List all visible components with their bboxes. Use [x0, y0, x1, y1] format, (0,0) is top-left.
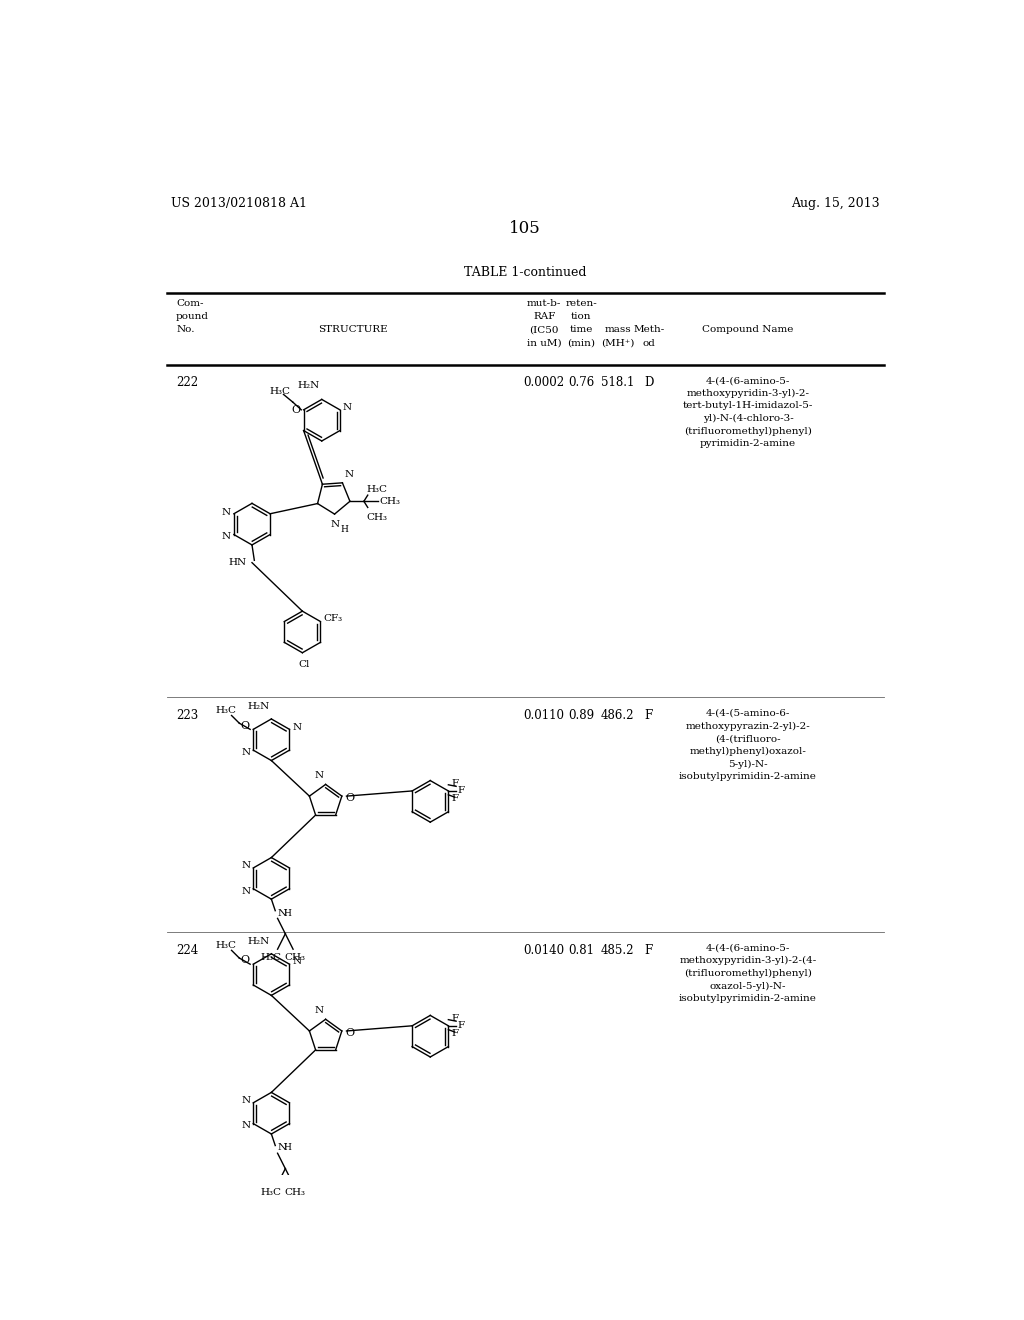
Text: 0.76: 0.76 — [568, 376, 595, 389]
Text: Meth-: Meth- — [633, 326, 665, 334]
Text: O: O — [292, 405, 300, 414]
Text: Com-: Com- — [176, 300, 204, 309]
Text: N: N — [278, 908, 287, 917]
Text: N: N — [314, 1006, 324, 1015]
Text: 222: 222 — [176, 376, 199, 389]
Text: Aug. 15, 2013: Aug. 15, 2013 — [792, 197, 880, 210]
Text: H₃C: H₃C — [261, 1188, 282, 1197]
Text: N: N — [241, 861, 250, 870]
Text: 485.2: 485.2 — [601, 944, 635, 957]
Text: 4-(4-(6-amino-5-
methoxypyridin-3-yl)-2-(4-
(trifluoromethyl)phenyl)
oxazol-5-yl: 4-(4-(6-amino-5- methoxypyridin-3-yl)-2-… — [679, 944, 817, 1003]
Text: mass: mass — [604, 326, 631, 334]
Text: N: N — [343, 403, 352, 412]
Text: 0.81: 0.81 — [568, 944, 594, 957]
Text: in uM): in uM) — [527, 339, 561, 347]
Text: N: N — [221, 532, 230, 541]
Text: N: N — [241, 748, 250, 756]
Text: CH₃: CH₃ — [284, 953, 305, 962]
Text: O: O — [241, 721, 250, 730]
Text: 486.2: 486.2 — [601, 709, 635, 722]
Text: N: N — [331, 520, 340, 529]
Text: Compound Name: Compound Name — [702, 326, 794, 334]
Text: CH₃: CH₃ — [367, 513, 387, 521]
Text: N: N — [241, 1096, 250, 1105]
Text: F: F — [645, 944, 653, 957]
Text: O: O — [241, 956, 250, 965]
Text: F: F — [458, 787, 465, 796]
Text: H: H — [284, 1143, 292, 1152]
Text: F: F — [452, 1014, 459, 1023]
Text: H₃C: H₃C — [269, 387, 291, 396]
Text: reten-: reten- — [565, 300, 597, 309]
Text: 0.0140: 0.0140 — [523, 944, 565, 957]
Text: H₂N: H₂N — [298, 381, 321, 391]
Text: 0.89: 0.89 — [568, 709, 595, 722]
Text: 0.0110: 0.0110 — [523, 709, 564, 722]
Text: No.: No. — [176, 326, 195, 334]
Text: O: O — [346, 793, 355, 804]
Text: F: F — [452, 795, 459, 803]
Text: O: O — [346, 1028, 355, 1039]
Text: 4-(4-(6-amino-5-
methoxypyridin-3-yl)-2-
tert-butyl-1H-imidazol-5-
yl)-N-(4-chlo: 4-(4-(6-amino-5- methoxypyridin-3-yl)-2-… — [683, 376, 813, 449]
Text: CH₃: CH₃ — [379, 496, 400, 506]
Text: mut-b-: mut-b- — [527, 300, 561, 309]
Text: H₂N: H₂N — [248, 702, 270, 711]
Text: STRUCTURE: STRUCTURE — [317, 326, 387, 334]
Text: N: N — [278, 1143, 287, 1152]
Text: Cl: Cl — [298, 660, 309, 669]
Text: H₃C: H₃C — [367, 484, 387, 494]
Text: N: N — [221, 508, 230, 516]
Text: (MH⁺): (MH⁺) — [601, 339, 635, 347]
Text: N: N — [241, 887, 250, 895]
Text: HN: HN — [228, 558, 247, 568]
Text: H: H — [341, 525, 348, 533]
Text: 105: 105 — [509, 220, 541, 238]
Text: N: N — [241, 1122, 250, 1130]
Text: H₃C: H₃C — [215, 941, 237, 950]
Text: TABLE 1-continued: TABLE 1-continued — [464, 267, 586, 280]
Text: D: D — [644, 376, 653, 389]
Text: od: od — [642, 339, 655, 347]
Text: RAF: RAF — [532, 313, 555, 321]
Text: (IC50: (IC50 — [529, 326, 559, 334]
Text: N: N — [345, 470, 354, 479]
Text: time: time — [569, 326, 593, 334]
Text: H: H — [284, 908, 292, 917]
Text: N: N — [293, 957, 302, 966]
Text: H₃C: H₃C — [215, 706, 237, 715]
Text: CH₃: CH₃ — [284, 1188, 305, 1197]
Text: (min): (min) — [567, 339, 595, 347]
Text: 224: 224 — [176, 944, 199, 957]
Text: 0.0002: 0.0002 — [523, 376, 565, 389]
Text: 4-(4-(5-amino-6-
methoxypyrazin-2-yl)-2-
(4-(trifluoro-
methyl)phenyl)oxazol-
5-: 4-(4-(5-amino-6- methoxypyrazin-2-yl)-2-… — [679, 709, 817, 781]
Text: H₂N: H₂N — [248, 937, 270, 946]
Text: 518.1: 518.1 — [601, 376, 635, 389]
Text: CF₃: CF₃ — [324, 614, 343, 623]
Text: F: F — [458, 1022, 465, 1031]
Text: F: F — [645, 709, 653, 722]
Text: tion: tion — [571, 313, 592, 321]
Text: F: F — [452, 779, 459, 788]
Text: H₃C: H₃C — [261, 953, 282, 962]
Text: F: F — [452, 1030, 459, 1038]
Text: 223: 223 — [176, 709, 199, 722]
Text: US 2013/0210818 A1: US 2013/0210818 A1 — [171, 197, 306, 210]
Text: N: N — [293, 722, 302, 731]
Text: N: N — [314, 771, 324, 780]
Text: pound: pound — [176, 313, 209, 321]
